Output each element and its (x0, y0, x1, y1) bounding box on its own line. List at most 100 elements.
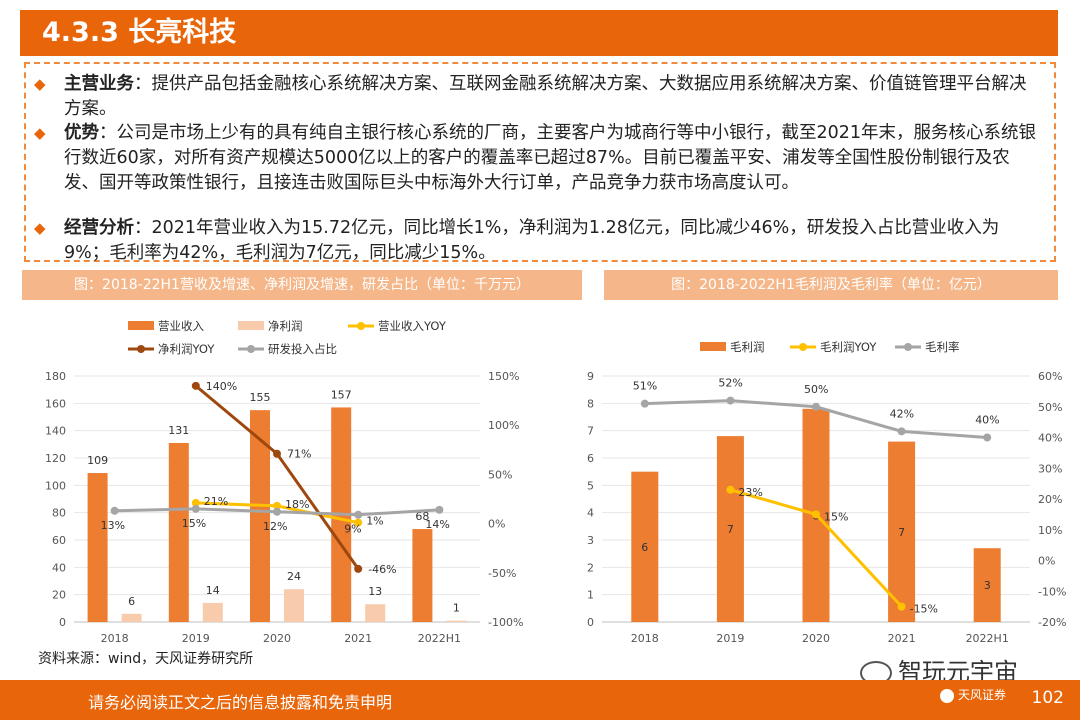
bullet-operation: ◆ 经营分析：2021年营业收入为15.72亿元，同比增长1%，净利润为1.28… (34, 216, 1042, 266)
bar-营业收入 (168, 442, 189, 622)
bar-data-label: 68 (415, 510, 429, 523)
diamond-bullet-icon: ◆ (34, 75, 46, 93)
legend-label: 研发投入占比 (268, 342, 337, 356)
page-title: 4.3.3 长亮科技 (42, 17, 237, 48)
bar-data-label: 155 (250, 391, 271, 404)
point-净利润YOY (273, 449, 281, 458)
bar-data-label: 13 (368, 585, 382, 598)
y-tick-label: 20 (52, 589, 66, 602)
point-毛利率 (812, 402, 820, 411)
y2-tick-label: 0% (488, 518, 505, 531)
line-data-label: 23% (738, 486, 762, 499)
line-data-label: -46% (368, 563, 396, 576)
right-chart-header: 图：2018-2022H1毛利润及毛利率（单位：亿元） (604, 270, 1058, 300)
legend-marker (247, 345, 255, 353)
bar-data-label: 7 (727, 523, 734, 536)
disclaimer-text: 请务必阅读正文之后的信息披露和免责申明 (88, 693, 393, 712)
bullet-text: ：2021年营业收入为15.72亿元，同比增长1%，净利润为1.28亿元，同比减… (64, 218, 1000, 263)
legend-label: 营业收入YOY (378, 319, 447, 333)
y2-tick-label: 150% (488, 370, 519, 383)
y-tick-label: 8 (587, 397, 594, 410)
y2-tick-label: 40% (1038, 432, 1062, 445)
y2-tick-label: 10% (1038, 524, 1062, 537)
legend-swatch (700, 342, 726, 351)
bar-净利润 (202, 602, 223, 622)
y-tick-label: 0 (587, 616, 594, 629)
point-毛利润YOY (897, 602, 906, 611)
y2-tick-label: 50% (1038, 401, 1062, 414)
bar-data-label: 6 (128, 595, 135, 608)
point-毛利润YOY (726, 485, 735, 494)
brand-logo-icon (940, 688, 954, 703)
brand-name: 天风证券 (958, 688, 1007, 702)
legend-marker (799, 343, 807, 351)
x-tick-label: 2022H1 (966, 632, 1009, 645)
source-note: 资料来源：wind，天风证券研究所 (38, 651, 254, 667)
bar-营业收入 (412, 529, 433, 622)
y-tick-label: 6 (587, 452, 594, 465)
revenue-profit-chart: 0 20 40 60 80 100 120 140 160 180 -100% -50% 0% 50% 10… (45, 319, 523, 645)
bar-data-label: 109 (87, 454, 108, 467)
line-data-label: 50% (804, 383, 828, 396)
line-data-label: 51% (633, 380, 657, 393)
point-毛利率 (726, 396, 735, 405)
line-data-label: -15% (910, 603, 938, 616)
point-净利润YOY (354, 564, 363, 573)
title-bar: 4.3.3 长亮科技 (20, 10, 1058, 56)
bar-净利润 (365, 604, 386, 622)
point-营业收入YOY (191, 498, 200, 507)
bullet-advantage: ◆ 优势：公司是市场上少有的具有纯自主银行核心系统的厂商，主要客户为城商行等中小… (34, 121, 1042, 196)
y-tick-label: 2 (587, 561, 594, 574)
bar-净利润 (284, 589, 304, 622)
x-tick-label: 2018 (631, 632, 659, 645)
x-tick-label: 2020 (802, 632, 830, 645)
y-tick-label: 4 (587, 507, 594, 520)
x-tick-label: 2019 (716, 632, 744, 645)
y-tick-label: 5 (587, 479, 594, 492)
bullet-text: ：公司是市场上少有的具有纯自主银行核心系统的厂商，主要客户为城商行等中小银行，截… (64, 123, 1037, 193)
legend-label: 毛利润YOY (820, 340, 877, 354)
legend-label: 净利润 (268, 319, 303, 333)
y2-tick-label: 30% (1038, 462, 1062, 475)
point-营业收入YOY (354, 518, 363, 527)
diamond-bullet-icon: ◆ (34, 219, 46, 237)
line-data-label: 18% (285, 498, 309, 511)
x-tick-label: 2019 (182, 632, 210, 645)
line-data-label: 140% (206, 380, 237, 393)
line-data-label: 9% (344, 523, 361, 536)
line-data-label: 1% (366, 515, 383, 528)
point-研发投入占比 (354, 510, 363, 519)
y-tick-label: 0 (59, 616, 66, 629)
line-data-label: 15% (824, 510, 848, 523)
bar-毛利润 (631, 471, 659, 622)
point-研发投入占比 (273, 507, 281, 516)
x-tick-label: 2020 (263, 632, 291, 645)
legend-marker (137, 345, 145, 353)
legend-label: 净利润YOY (158, 342, 215, 356)
y2-tick-label: -10% (1038, 585, 1066, 598)
legend-label: 毛利润 (730, 340, 765, 354)
line-data-label: 40% (975, 414, 999, 427)
bar-data-label: 7 (898, 526, 905, 539)
point-营业收入YOY (273, 501, 281, 510)
point-毛利率 (983, 433, 992, 442)
bar-data-label: 3 (984, 579, 991, 592)
legend-swatch (128, 321, 154, 330)
legend-label: 毛利率 (925, 340, 960, 354)
bullet-text: ：提供产品包括金融核心系统解决方案、互联网金融系统解决方案、大数据应用系统解决方… (64, 74, 1027, 119)
y-tick-label: 60 (52, 534, 66, 547)
diamond-bullet-icon: ◆ (34, 124, 46, 142)
y2-tick-label: 100% (488, 419, 519, 432)
y-tick-label: 180 (45, 370, 66, 383)
bullet-label: 主营业务 (64, 74, 134, 94)
line-data-label: 52% (718, 377, 742, 390)
y2-tick-label: -20% (1038, 616, 1066, 629)
bullet-main-business: ◆ 主营业务：提供产品包括金融核心系统解决方案、互联网金融系统解决方案、大数据应… (34, 72, 1042, 122)
line-data-label: 13% (101, 519, 125, 532)
y2-tick-label: 20% (1038, 493, 1062, 506)
y-tick-label: 140 (45, 425, 66, 438)
line-data-label: 21% (204, 495, 228, 508)
point-毛利率 (897, 427, 906, 436)
line-data-label: 15% (182, 517, 206, 530)
x-tick-label: 2022H1 (418, 632, 461, 645)
